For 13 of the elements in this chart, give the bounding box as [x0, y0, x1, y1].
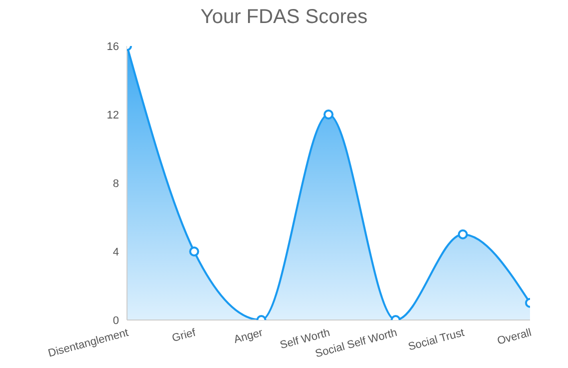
point: [189, 246, 200, 256]
y-tick-label: 12: [106, 109, 119, 122]
x-tick-label: Social Trust: [407, 326, 466, 354]
x-tick-label: Grief: [170, 326, 198, 345]
y-tick-label: 4: [112, 246, 119, 258]
x-tick-label: Overall: [496, 326, 533, 348]
x-tick-label: Anger: [232, 326, 264, 346]
y-tick-label: 16: [106, 40, 119, 53]
y-tick-label: 0: [112, 314, 119, 327]
chart-title: Your FDAS Scores: [199, 6, 369, 29]
y-tick-label: 8: [112, 178, 119, 190]
point: [324, 110, 334, 120]
point: [458, 229, 468, 240]
